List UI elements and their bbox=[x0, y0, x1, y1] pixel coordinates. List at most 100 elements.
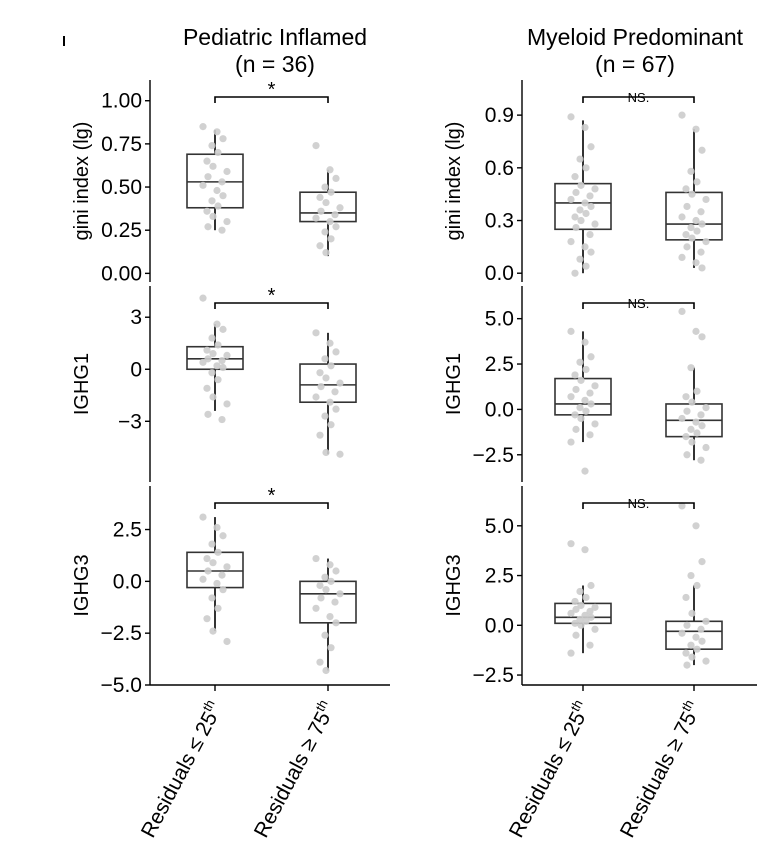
data-point bbox=[213, 128, 221, 136]
data-point bbox=[214, 148, 222, 157]
data-point bbox=[326, 612, 334, 621]
y-tick-label: 0.0 bbox=[485, 614, 514, 637]
y-tick-label: 0.75 bbox=[101, 133, 142, 156]
data-point bbox=[581, 123, 589, 132]
data-point bbox=[208, 369, 216, 377]
data-point bbox=[209, 393, 217, 401]
y-tick-label: 5.0 bbox=[485, 308, 514, 331]
x-tick-label: Residuals ≥ 75th bbox=[613, 697, 706, 841]
data-point bbox=[587, 143, 595, 151]
data-point bbox=[321, 355, 329, 363]
bracket-line bbox=[582, 96, 695, 103]
data-point bbox=[336, 379, 344, 387]
data-point bbox=[693, 645, 701, 653]
data-point bbox=[678, 111, 686, 119]
data-point bbox=[577, 376, 585, 384]
data-point bbox=[326, 166, 334, 174]
data-point bbox=[687, 364, 695, 372]
data-point bbox=[687, 425, 695, 433]
data-point bbox=[591, 603, 599, 611]
data-point bbox=[692, 259, 700, 267]
bracket-line bbox=[582, 302, 695, 309]
data-point bbox=[688, 609, 696, 617]
data-point bbox=[698, 146, 706, 154]
data-point bbox=[213, 186, 221, 195]
data-point bbox=[702, 195, 710, 204]
data-point bbox=[682, 185, 690, 193]
data-point bbox=[687, 571, 695, 580]
y-tick-label: 3 bbox=[130, 306, 142, 329]
data-point bbox=[204, 173, 212, 181]
data-point bbox=[209, 627, 217, 635]
column-title-right-count: (n = 67) bbox=[595, 51, 675, 77]
data-point bbox=[688, 234, 696, 242]
data-point bbox=[591, 185, 599, 193]
y-tick-label: −3 bbox=[118, 410, 142, 433]
y-tick-label: 1.00 bbox=[101, 90, 142, 113]
data-point bbox=[223, 400, 231, 408]
data-point bbox=[199, 181, 207, 189]
data-point bbox=[571, 597, 579, 606]
data-point bbox=[571, 213, 579, 221]
data-point bbox=[219, 532, 227, 540]
data-point bbox=[702, 443, 710, 452]
data-point bbox=[683, 451, 691, 459]
data-point bbox=[322, 666, 330, 675]
data-point bbox=[322, 249, 330, 257]
data-point bbox=[316, 658, 324, 666]
data-point bbox=[203, 554, 211, 563]
data-point bbox=[576, 358, 584, 366]
data-point bbox=[567, 393, 575, 401]
data-point bbox=[683, 407, 691, 415]
data-point bbox=[199, 575, 207, 583]
data-point bbox=[208, 540, 216, 548]
x-tick-label: Residuals ≤ 25th bbox=[134, 697, 227, 841]
y-tick-label: −2.5 bbox=[473, 664, 514, 687]
data-point bbox=[214, 548, 222, 556]
data-point bbox=[693, 387, 701, 395]
data-point bbox=[586, 607, 594, 615]
data-point bbox=[587, 248, 595, 256]
data-point bbox=[572, 425, 580, 433]
y-axis-title: IGHG1 bbox=[71, 353, 93, 415]
data-point bbox=[203, 157, 211, 165]
data-point bbox=[321, 412, 329, 420]
data-point bbox=[692, 125, 700, 133]
data-point bbox=[678, 213, 686, 221]
column-title-left-name: Pediatric Inflamed bbox=[182, 24, 368, 50]
data-point bbox=[698, 333, 706, 341]
data-point bbox=[321, 631, 329, 639]
data-point bbox=[326, 561, 334, 569]
data-point bbox=[312, 142, 320, 150]
significance-label: NS. bbox=[628, 296, 650, 311]
data-point bbox=[204, 223, 212, 231]
data-point bbox=[702, 403, 710, 412]
data-point bbox=[692, 522, 700, 530]
data-point bbox=[581, 611, 589, 619]
data-point bbox=[571, 173, 579, 181]
x-tick-label-text: Residuals ≤ 25 bbox=[505, 708, 590, 841]
y-tick-label: −2.5 bbox=[101, 622, 142, 645]
data-point bbox=[687, 223, 695, 232]
y-tick-label: 0.3 bbox=[485, 210, 514, 233]
data-point bbox=[582, 164, 590, 172]
data-point bbox=[567, 438, 575, 446]
data-point bbox=[678, 629, 686, 637]
data-point bbox=[199, 294, 207, 302]
y-tick-label: 2.5 bbox=[485, 353, 514, 376]
data-point bbox=[678, 253, 686, 262]
data-point bbox=[219, 363, 227, 372]
panel-3-2: −2.5 0.0 2.5 5.0 IGHG3 NS. bbox=[443, 486, 723, 687]
data-point bbox=[203, 615, 211, 623]
data-point bbox=[688, 653, 696, 661]
column-title-right: Myeloid Predominant (n = 67) bbox=[500, 24, 760, 78]
panel-1-1: 0.00 0.25 0.50 0.75 1.00 gini index (lg) * bbox=[71, 79, 357, 285]
data-point bbox=[327, 577, 335, 585]
data-point bbox=[203, 384, 211, 392]
data-point bbox=[693, 581, 701, 590]
data-point bbox=[576, 615, 584, 623]
data-point bbox=[571, 619, 579, 627]
data-point bbox=[316, 242, 324, 250]
data-point bbox=[208, 594, 216, 602]
y-tick-label: 0.0 bbox=[485, 262, 514, 285]
